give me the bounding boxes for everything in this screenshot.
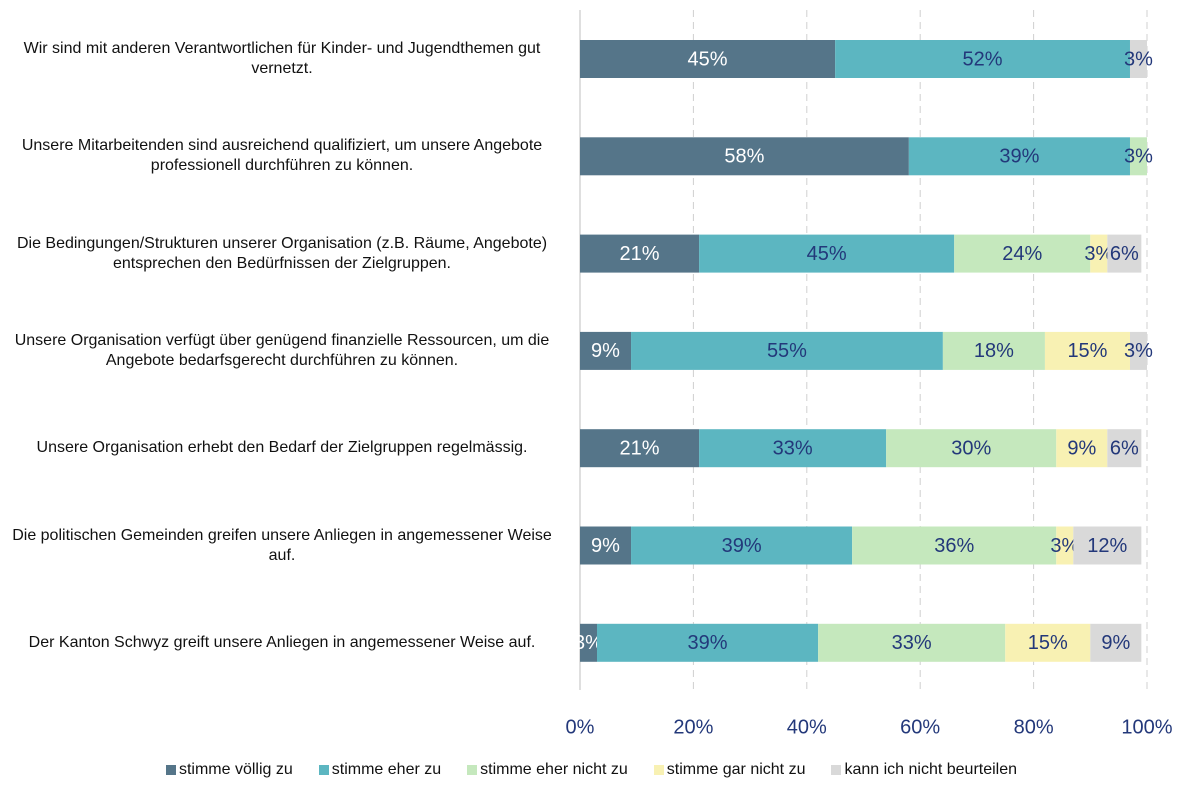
data-label: 45% — [688, 48, 728, 70]
legend-label: kann ich nicht beurteilen — [844, 761, 1018, 778]
bar-segment — [699, 234, 955, 273]
data-label: 36% — [934, 535, 974, 557]
data-label: 45% — [807, 243, 847, 265]
category-label: Unsere Mitarbeitenden sind ausreichend q… — [21, 137, 543, 175]
data-label: 3% — [1124, 340, 1153, 362]
legend-swatch — [467, 765, 478, 775]
legend-label: stimme gar nicht zu — [666, 761, 806, 778]
data-label: 18% — [974, 340, 1014, 362]
data-label: 9% — [1101, 632, 1130, 654]
legend-item: stimme gar nicht zu — [653, 761, 806, 779]
bar-segment — [886, 429, 1057, 468]
data-label: 33% — [773, 437, 813, 459]
data-label: 6% — [1110, 243, 1139, 265]
legend-label: stimme völlig zu — [178, 761, 293, 778]
legend-swatch — [165, 765, 176, 775]
x-tick-label: 100% — [1121, 716, 1172, 738]
legend-swatch — [653, 765, 664, 775]
bar-segment — [1090, 623, 1142, 662]
bar-segment — [1129, 137, 1147, 176]
x-tick-label: 0% — [566, 716, 595, 738]
data-label: 15% — [1028, 632, 1068, 654]
x-tick-label: 20% — [673, 716, 713, 738]
bar-segment — [1044, 331, 1130, 370]
data-label: 52% — [963, 48, 1003, 70]
bar-segment — [852, 526, 1057, 565]
data-label: 39% — [688, 632, 728, 654]
bar-segment — [1073, 526, 1142, 565]
data-label: 12% — [1087, 535, 1127, 557]
bar-segment — [1056, 429, 1108, 468]
bar-segment — [954, 234, 1091, 273]
bar-segment — [580, 331, 632, 370]
data-label: 33% — [892, 632, 932, 654]
data-label: 39% — [722, 535, 762, 557]
bar-segment — [580, 623, 598, 662]
legend-item: kann ich nicht beurteilen — [831, 761, 1017, 779]
bar-segment — [631, 331, 943, 370]
data-label: 58% — [724, 146, 764, 168]
data-label: 3% — [574, 632, 603, 654]
category-label: Unsere Organisation verfügt über genügen… — [14, 331, 550, 369]
bar-segment — [942, 331, 1045, 370]
bar-segment — [1129, 40, 1147, 78]
data-label: 39% — [999, 146, 1039, 168]
legend-item: stimme völlig zu — [165, 761, 293, 779]
data-label: 21% — [620, 437, 660, 459]
bar-segment — [1090, 234, 1108, 273]
bar-segment — [1107, 234, 1142, 273]
legend: stimme völlig zu stimme eher zu stimme ehe… — [0, 761, 1183, 779]
category-label: Unsere Organisation erhebt den Bedarf de… — [36, 439, 528, 457]
bar-segment — [580, 526, 632, 565]
bar-segment — [818, 623, 1006, 662]
bar-segment — [1129, 331, 1147, 370]
legend-item: stimme eher zu — [318, 761, 442, 779]
x-tick-label: 60% — [900, 716, 940, 738]
bar-segment — [580, 234, 700, 273]
data-label: 6% — [1110, 437, 1139, 459]
bar-segment — [908, 137, 1130, 176]
category-label: Der Kanton Schwyz greift unsere Anliegen… — [28, 633, 536, 651]
bar-segment — [580, 137, 909, 176]
bar-segment — [699, 429, 887, 468]
bar-segment — [580, 429, 700, 468]
data-label: 9% — [591, 340, 620, 362]
data-label: 9% — [1067, 437, 1096, 459]
data-label: 3% — [1124, 146, 1153, 168]
data-label: 3% — [1084, 243, 1113, 265]
bar-segment — [835, 40, 1130, 78]
category-label: Die politischen Gemeinden greifen unsere… — [12, 526, 552, 564]
data-label: 15% — [1067, 340, 1107, 362]
bar-segment — [1005, 623, 1091, 662]
data-label: 3% — [1050, 535, 1079, 557]
legend-swatch — [318, 765, 329, 775]
legend-item: stimme eher nicht zu — [467, 761, 628, 779]
x-tick-label: 40% — [787, 716, 827, 738]
bar-segment — [580, 40, 836, 78]
legend-label: stimme eher zu — [331, 761, 442, 778]
data-label: 21% — [620, 243, 660, 265]
data-label: 55% — [767, 340, 807, 362]
bar-segment — [1056, 526, 1074, 565]
data-label: 9% — [591, 535, 620, 557]
legend-label: stimme eher nicht zu — [480, 761, 628, 778]
x-tick-label: 80% — [1014, 716, 1054, 738]
legend-swatch — [831, 765, 842, 775]
category-label: Wir sind mit anderen Verantwortlichen fü… — [23, 40, 541, 77]
bar-segment — [597, 623, 819, 662]
category-label: Die Bedingungen/Strukturen unserer Organ… — [16, 234, 548, 272]
data-label: 24% — [1002, 243, 1042, 265]
data-label: 3% — [1124, 48, 1153, 70]
bar-segment — [1107, 429, 1142, 468]
data-label: 30% — [951, 437, 991, 459]
bar-segment — [631, 526, 853, 565]
